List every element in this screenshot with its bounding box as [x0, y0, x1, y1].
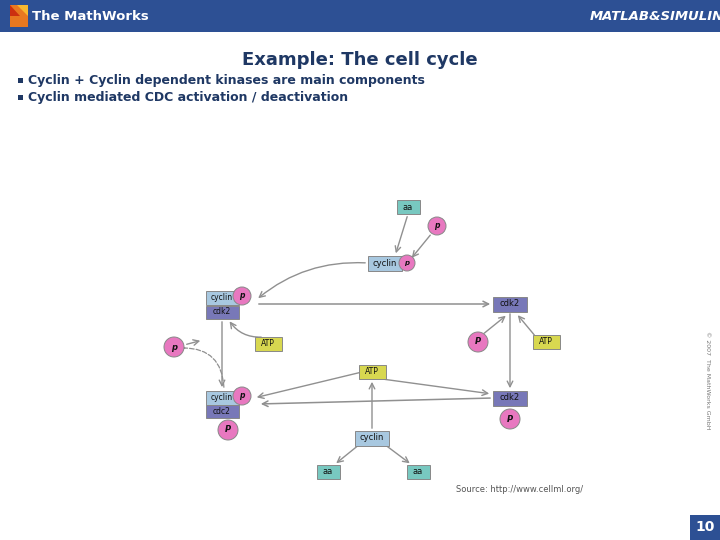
Circle shape	[399, 255, 415, 271]
Circle shape	[233, 287, 251, 305]
Text: Source: http://www.cellml.org/: Source: http://www.cellml.org/	[456, 485, 584, 495]
Text: aa: aa	[403, 202, 413, 212]
FancyBboxPatch shape	[254, 337, 282, 351]
FancyBboxPatch shape	[205, 306, 238, 319]
Text: cyclin: cyclin	[211, 394, 233, 402]
Text: p: p	[434, 221, 440, 231]
Text: ATP: ATP	[261, 340, 275, 348]
Text: cyclin: cyclin	[211, 294, 233, 302]
Text: P: P	[475, 338, 481, 347]
Text: cdc2: cdc2	[213, 407, 231, 415]
Circle shape	[218, 420, 238, 440]
FancyBboxPatch shape	[355, 430, 389, 445]
FancyBboxPatch shape	[205, 404, 238, 417]
Text: P: P	[225, 426, 231, 435]
FancyBboxPatch shape	[368, 255, 402, 271]
Polygon shape	[10, 5, 28, 27]
FancyBboxPatch shape	[493, 296, 527, 312]
Bar	[690, 515, 720, 540]
Text: Example: The cell cycle: Example: The cell cycle	[242, 51, 478, 69]
Bar	[0, 0, 720, 32]
Circle shape	[164, 337, 184, 357]
FancyBboxPatch shape	[397, 200, 420, 214]
FancyBboxPatch shape	[359, 365, 385, 379]
Text: ATP: ATP	[365, 368, 379, 376]
FancyBboxPatch shape	[407, 465, 430, 479]
Circle shape	[233, 387, 251, 405]
Bar	[18, 78, 23, 83]
Text: p: p	[239, 292, 245, 300]
Text: Cyclin + Cyclin dependent kinases are main components: Cyclin + Cyclin dependent kinases are ma…	[28, 74, 425, 87]
Text: cdk2: cdk2	[500, 394, 520, 402]
FancyBboxPatch shape	[533, 335, 559, 349]
Text: cdk2: cdk2	[500, 300, 520, 308]
Text: aa: aa	[413, 468, 423, 476]
Text: Cyclin mediated CDC activation / deactivation: Cyclin mediated CDC activation / deactiv…	[28, 91, 348, 104]
Polygon shape	[17, 5, 28, 16]
FancyArrowPatch shape	[184, 348, 224, 387]
Text: The MathWorks: The MathWorks	[32, 10, 149, 23]
FancyBboxPatch shape	[205, 391, 238, 405]
Text: P: P	[507, 415, 513, 423]
Text: p: p	[405, 260, 410, 266]
FancyBboxPatch shape	[317, 465, 340, 479]
Text: cyclin: cyclin	[373, 259, 397, 267]
FancyBboxPatch shape	[205, 291, 238, 305]
Text: 10: 10	[696, 520, 715, 534]
Text: p: p	[239, 392, 245, 401]
Bar	[18, 95, 23, 100]
Circle shape	[428, 217, 446, 235]
Polygon shape	[10, 5, 20, 16]
Circle shape	[468, 332, 488, 352]
Text: aa: aa	[323, 468, 333, 476]
Text: MATLAB&SIMULINK: MATLAB&SIMULINK	[590, 10, 720, 23]
Text: © 2007  The MathWorks GmbH: © 2007 The MathWorks GmbH	[706, 330, 711, 429]
Text: ATP: ATP	[539, 338, 553, 347]
Text: cdk2: cdk2	[213, 307, 231, 316]
Text: cyclin: cyclin	[360, 434, 384, 442]
FancyBboxPatch shape	[493, 390, 527, 406]
Text: p: p	[171, 342, 177, 352]
Circle shape	[500, 409, 520, 429]
